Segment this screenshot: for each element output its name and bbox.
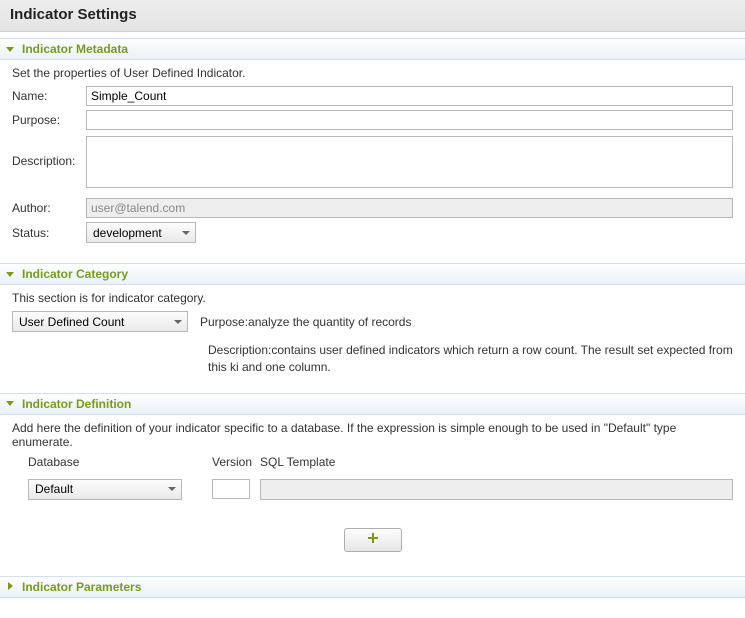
description-label: Description: [12, 136, 86, 168]
column-database-header: Database [28, 455, 212, 469]
panel-metadata-title: Indicator Metadata [22, 42, 128, 56]
version-input[interactable] [212, 479, 250, 499]
category-select[interactable]: User Defined Count [12, 311, 188, 332]
add-button[interactable] [344, 528, 402, 552]
panel-parameters-title: Indicator Parameters [22, 580, 141, 594]
status-select[interactable]: development [86, 222, 196, 243]
definition-hint: Add here the definition of your indicato… [12, 421, 733, 449]
metadata-hint: Set the properties of User Defined Indic… [12, 66, 733, 80]
name-input[interactable] [86, 86, 733, 106]
column-version-header: Version [212, 455, 260, 469]
chevron-down-icon [6, 45, 15, 54]
sql-template-input[interactable] [260, 479, 733, 500]
panel-category: Indicator Category This section is for i… [0, 263, 745, 387]
plus-icon [367, 532, 379, 547]
panel-definition-title: Indicator Definition [22, 397, 131, 411]
chevron-down-icon [6, 270, 15, 279]
purpose-label: Purpose: [12, 113, 86, 127]
author-input [86, 198, 733, 218]
panel-category-header[interactable]: Indicator Category [0, 263, 745, 285]
panel-parameters-header[interactable]: Indicator Parameters [0, 576, 745, 598]
category-hint: This section is for indicator category. [12, 291, 733, 305]
column-template-header: SQL Template [260, 455, 335, 469]
purpose-input[interactable] [86, 110, 733, 130]
author-label: Author: [12, 201, 86, 215]
definition-row: Default [12, 479, 733, 500]
panel-definition-header[interactable]: Indicator Definition [0, 393, 745, 415]
database-select[interactable]: Default [28, 479, 182, 500]
panel-definition: Indicator Definition Add here the defini… [0, 393, 745, 570]
panel-parameters: Indicator Parameters [0, 576, 745, 598]
description-input[interactable] [86, 136, 733, 188]
chevron-right-icon [6, 582, 15, 591]
status-label: Status: [12, 226, 86, 240]
page-title: Indicator Settings [0, 0, 745, 32]
name-label: Name: [12, 89, 86, 103]
chevron-down-icon [6, 399, 15, 408]
category-description-text: Description:contains user defined indica… [12, 342, 733, 377]
panel-metadata: Indicator Metadata Set the properties of… [0, 38, 745, 257]
panel-metadata-header[interactable]: Indicator Metadata [0, 38, 745, 60]
panel-category-title: Indicator Category [22, 267, 128, 281]
category-purpose-text: Purpose:analyze the quantity of records [200, 315, 411, 329]
